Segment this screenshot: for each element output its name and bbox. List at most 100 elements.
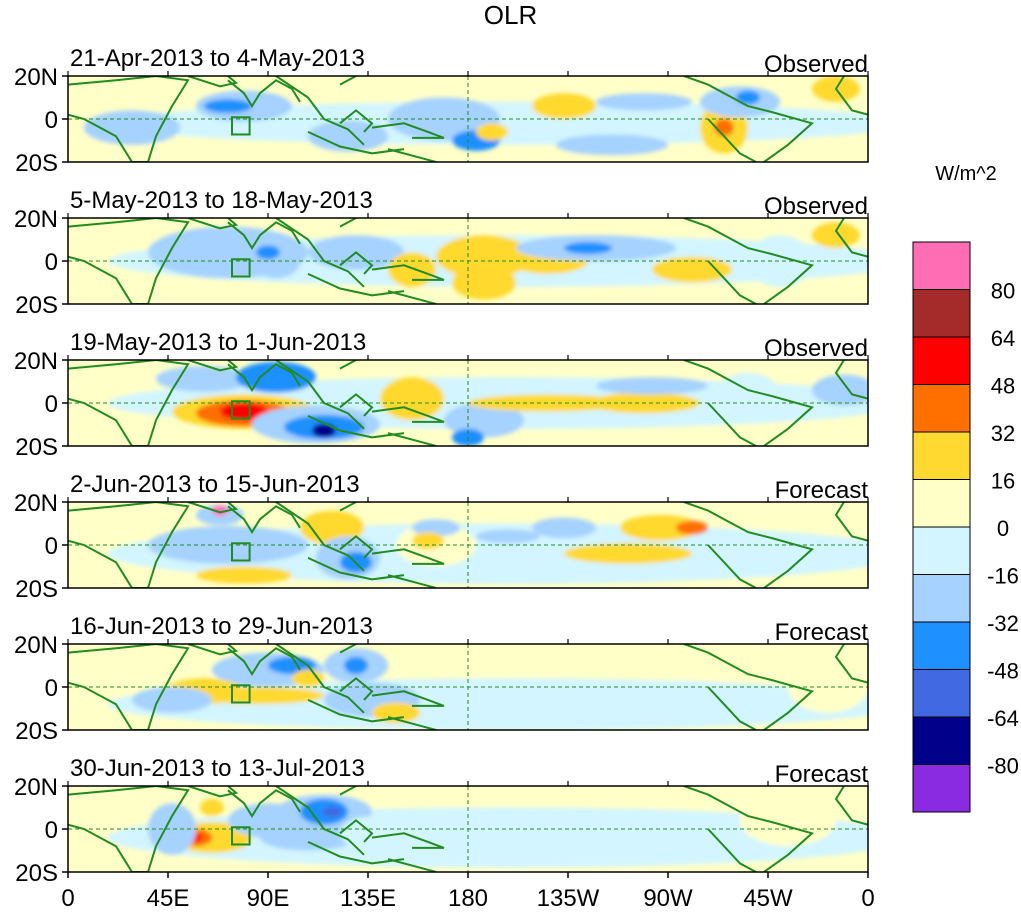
lat-tick-label: 0: [45, 107, 58, 134]
continent-outline: [339, 502, 357, 512]
continent-outline: [339, 677, 374, 701]
anomaly-contour: [200, 798, 224, 817]
continent-outline: [683, 218, 815, 304]
lon-tick-label: 0: [861, 885, 874, 912]
lon-tick-label: 45W: [743, 885, 793, 912]
continent-outline: [834, 218, 868, 258]
panel-period-label: 19-May-2013 to 1-Jun-2013: [70, 329, 366, 356]
continent-outline: [707, 402, 757, 446]
anomaly-contour: [372, 702, 420, 724]
colorbar-swatch: [912, 336, 971, 385]
index-box: [231, 684, 251, 704]
anomaly-contour: [380, 377, 444, 421]
panel-kind-label: Observed: [764, 193, 868, 220]
anomaly-contour: [156, 366, 252, 392]
continent-outline: [307, 414, 405, 439]
continent-outline: [339, 251, 374, 275]
colorbar-unit: W/m^2: [935, 163, 997, 185]
continent-outline: [68, 76, 190, 162]
anomaly-contour: [620, 514, 700, 541]
colorbar-label: -80: [987, 754, 1019, 779]
continent-outline: [339, 218, 357, 228]
anomaly-contour: [676, 520, 708, 535]
continent-outline: [387, 290, 437, 304]
continent-outline: [339, 76, 357, 86]
anomaly-contour: [444, 403, 524, 438]
continent-outline: [371, 548, 445, 565]
panel-period-label: 2-Jun-2013 to 15-Jun-2013: [70, 471, 360, 498]
continent-outline: [683, 644, 815, 730]
colorbar-label: -16: [987, 564, 1019, 589]
panel-kind-label: Observed: [764, 51, 868, 78]
continent-outline: [339, 393, 374, 417]
continent-outline: [834, 76, 868, 116]
lat-tick-label: 20N: [14, 64, 58, 91]
continent-outline: [68, 218, 190, 304]
anomaly-contour: [812, 374, 868, 406]
continent-outline: [68, 360, 190, 446]
continent-outline: [683, 502, 815, 588]
anomaly-contour: [596, 377, 708, 395]
anomaly-contour: [556, 134, 668, 156]
colorbar-label: 32: [991, 421, 1015, 446]
lat-tick-label: 20S: [15, 718, 58, 745]
map-panel: 20N 0 20S 19-May-2013 to 1-Jun-2013 Observed: [14, 329, 869, 461]
lat-tick-label: 20N: [14, 348, 58, 375]
continent-outline: [339, 109, 374, 133]
continent-outline: [227, 505, 301, 534]
anomaly-contour: [204, 99, 252, 113]
anomaly-contour: [292, 669, 324, 688]
lat-tick-label: 20S: [15, 150, 58, 177]
lat-tick-label: 20S: [15, 434, 58, 461]
continent-outline: [339, 786, 357, 796]
panel-period-label: 5-May-2013 to 18-May-2013: [70, 187, 373, 214]
panel-period-label: 16-Jun-2013 to 29-Jun-2013: [70, 613, 373, 640]
continent-outline: [707, 544, 757, 588]
continent-outline: [307, 556, 405, 581]
continent-outline: [387, 574, 437, 588]
continent-outline: [834, 502, 868, 542]
lat-tick-label: 20S: [15, 292, 58, 319]
lat-tick-label: 0: [45, 533, 58, 560]
colorbar-swatch: [912, 764, 971, 813]
continent-outline: [834, 786, 868, 826]
anomaly-contour: [564, 242, 612, 255]
colorbar-swatch: [912, 716, 971, 765]
anomaly-contour: [388, 252, 436, 287]
continent-outline: [187, 786, 239, 798]
continent-outline: [371, 264, 445, 281]
colorbar-label: 16: [991, 469, 1015, 494]
anomaly-contour: [476, 529, 540, 544]
longitude-axis: 0 45E 90E 135E 180 135W 90W 45W 0: [61, 872, 875, 912]
lon-tick-label: 180: [448, 885, 488, 912]
anomaly-contour: [596, 93, 692, 111]
anomaly-contour: [148, 803, 196, 855]
continent-outline: [339, 644, 357, 654]
colorbar-swatch: [912, 289, 971, 338]
index-box: [231, 826, 251, 846]
continent-outline: [371, 832, 445, 849]
continent-outline: [187, 360, 239, 372]
colorbar-swatch: [912, 669, 971, 718]
colorbar-label: 64: [991, 326, 1015, 351]
continent-outline: [387, 716, 437, 730]
continent-outline: [387, 432, 437, 446]
map-panel: 20N 0 20S 2-Jun-2013 to 15-Jun-2013 Forecast: [14, 471, 869, 603]
anomaly-contour: [412, 519, 460, 537]
continent-outline: [707, 260, 757, 304]
continent-outline: [339, 535, 374, 559]
index-box: [231, 116, 251, 136]
continent-outline: [339, 360, 357, 370]
anomaly-contour: [268, 656, 316, 675]
continent-outline: [339, 819, 374, 843]
continent-outline: [371, 690, 445, 707]
continent-outline: [307, 698, 405, 723]
continent-outline: [683, 786, 815, 872]
continent-outline: [307, 272, 405, 297]
continent-outline: [371, 122, 445, 139]
lat-tick-label: 20N: [14, 774, 58, 801]
continent-outline: [307, 840, 405, 865]
lat-tick-label: 0: [45, 817, 58, 844]
continent-outline: [834, 360, 868, 400]
